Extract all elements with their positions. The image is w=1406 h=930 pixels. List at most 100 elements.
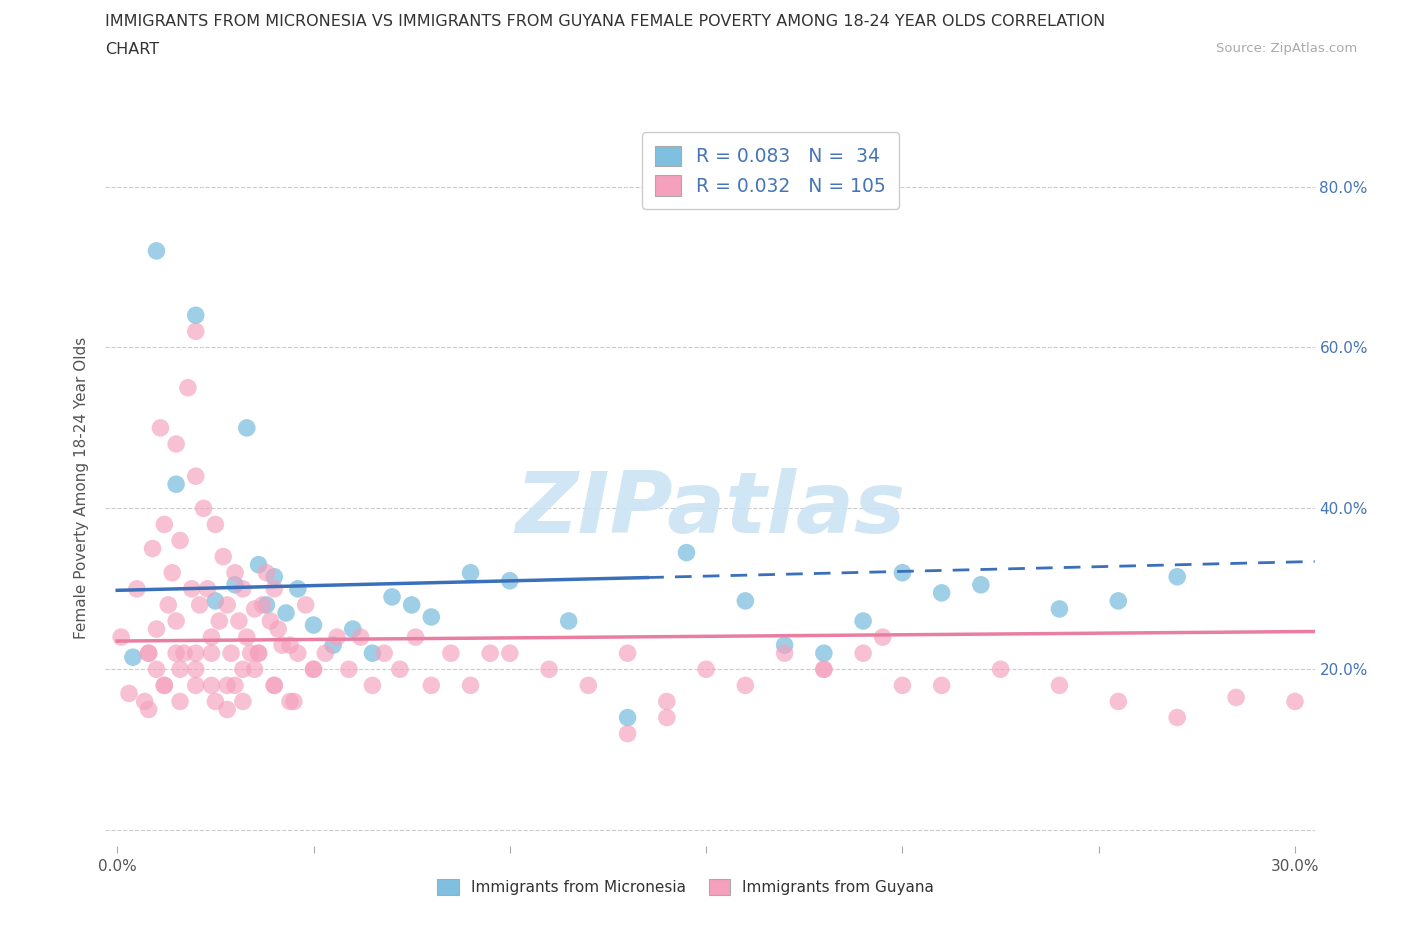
Point (349, 630, 371, 644)
Point (271, 638, 294, 653)
Point (263, 678, 285, 693)
Point (188, 597, 211, 612)
Point (243, 602, 266, 617)
Point (773, 645, 796, 660)
Point (872, 630, 894, 644)
Point (381, 590, 404, 604)
Point (813, 662, 835, 677)
Point (165, 645, 187, 660)
Point (813, 662, 835, 677)
Point (217, 702, 239, 717)
Point (184, 324, 207, 339)
Text: IMMIGRANTS FROM MICRONESIA VS IMMIGRANTS FROM GUYANA FEMALE POVERTY AMONG 18-24 : IMMIGRANTS FROM MICRONESIA VS IMMIGRANTS… (105, 14, 1105, 29)
Point (153, 678, 176, 693)
Point (1107, 593, 1129, 608)
Point (263, 569, 285, 584)
Point (337, 662, 360, 677)
Point (118, 686, 141, 701)
Point (160, 565, 183, 580)
Point (217, 678, 239, 693)
Point (145, 662, 167, 677)
Point (173, 645, 195, 660)
Point (852, 614, 875, 629)
Point (538, 662, 561, 677)
Point (263, 581, 285, 596)
Y-axis label: Female Poverty Among 18-24 Year Olds: Female Poverty Among 18-24 Year Olds (75, 338, 90, 640)
Point (616, 726, 638, 741)
Point (197, 581, 219, 596)
Point (165, 477, 187, 492)
Point (142, 541, 165, 556)
Point (278, 638, 301, 653)
Point (180, 581, 202, 596)
Point (138, 645, 160, 660)
Point (184, 469, 207, 484)
Point (294, 597, 316, 612)
Point (302, 618, 325, 632)
Point (217, 597, 239, 612)
Point (322, 638, 344, 653)
Point (302, 662, 325, 677)
Point (224, 565, 246, 580)
Point (734, 593, 756, 608)
Point (420, 609, 443, 624)
Point (254, 597, 277, 612)
Point (125, 581, 148, 596)
Point (184, 308, 207, 323)
Point (208, 614, 231, 629)
Point (655, 694, 678, 709)
Text: Source: ZipAtlas.com: Source: ZipAtlas.com (1216, 42, 1357, 55)
Point (247, 645, 270, 660)
Point (314, 645, 336, 660)
Point (184, 645, 207, 660)
Point (278, 694, 301, 709)
Point (361, 645, 384, 660)
Point (557, 614, 579, 629)
Point (302, 662, 325, 677)
Point (616, 711, 638, 725)
Point (499, 573, 522, 588)
Point (138, 645, 160, 660)
Point (165, 614, 187, 629)
Point (177, 380, 200, 395)
Point (655, 711, 678, 725)
Point (236, 420, 259, 435)
Point (361, 678, 384, 693)
Point (274, 605, 297, 620)
Point (388, 662, 411, 677)
Point (283, 694, 305, 709)
Point (219, 645, 242, 660)
Point (153, 678, 176, 693)
Point (990, 662, 1012, 677)
Point (259, 614, 281, 629)
Point (200, 678, 222, 693)
Point (138, 702, 160, 717)
Point (193, 501, 215, 516)
Point (891, 678, 914, 693)
Point (200, 630, 222, 644)
Point (326, 630, 349, 644)
Point (169, 694, 191, 709)
Point (247, 645, 270, 660)
Point (1225, 690, 1247, 705)
Point (1284, 694, 1306, 709)
Point (204, 593, 226, 608)
Point (247, 557, 270, 572)
Point (1049, 602, 1071, 617)
Point (169, 662, 191, 677)
Point (499, 645, 522, 660)
Point (157, 597, 180, 612)
Point (184, 662, 207, 677)
Point (204, 517, 226, 532)
Point (1049, 678, 1071, 693)
Point (145, 621, 167, 636)
Point (134, 694, 156, 709)
Point (232, 662, 254, 677)
Point (931, 585, 953, 600)
Point (813, 645, 835, 660)
Point (149, 420, 172, 435)
Point (232, 581, 254, 596)
Point (224, 578, 246, 592)
Point (1107, 694, 1129, 709)
Point (420, 678, 443, 693)
